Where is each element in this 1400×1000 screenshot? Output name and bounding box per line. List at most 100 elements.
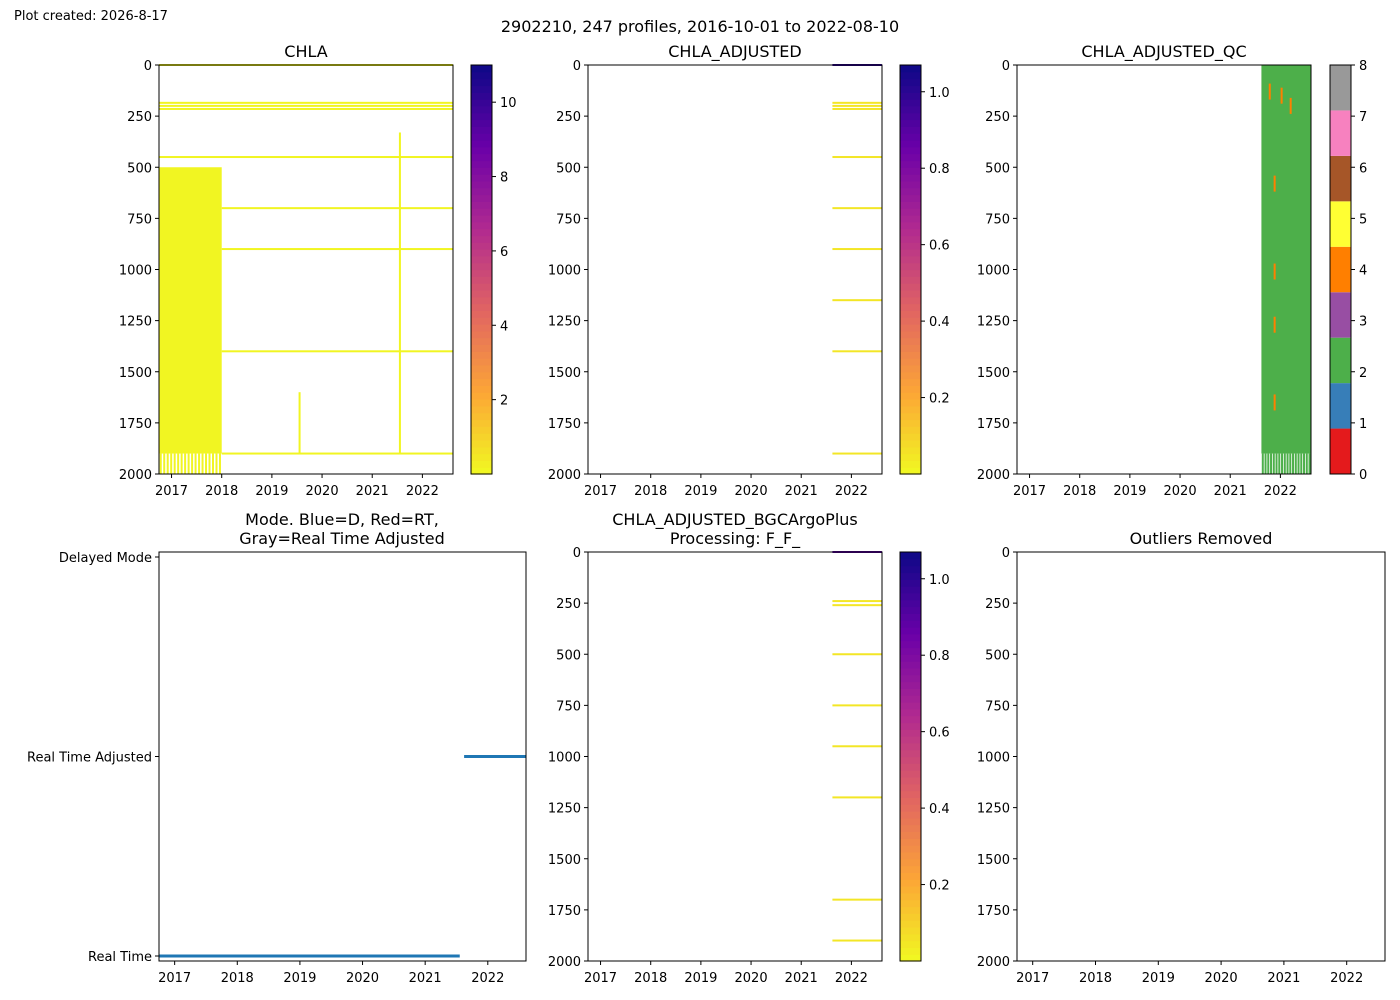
colorbar-tick-label: 8 xyxy=(500,171,508,186)
colorbar-segment xyxy=(900,674,921,683)
colorbar-segment xyxy=(900,688,921,696)
colorbar-segment xyxy=(900,729,921,737)
y-tick-label: 2000 xyxy=(119,468,152,483)
y-tick-label: Delayed Mode xyxy=(59,551,152,566)
x-tick-label: 2021 xyxy=(1214,484,1247,499)
colorbar-segment xyxy=(471,358,492,366)
colorbar-segment xyxy=(900,303,921,311)
colorbar-segment xyxy=(471,453,492,461)
y-tick-label: 2000 xyxy=(548,955,581,970)
colorbar-frame xyxy=(899,64,922,475)
profile-streak xyxy=(170,453,173,474)
depth-layer xyxy=(832,745,882,748)
colorbar-segment xyxy=(471,99,492,107)
profile-streak xyxy=(1264,453,1267,474)
panel-chla-adjusted-bgcargoplus: CHLA_ADJUSTED_BGCArgoPlus Processing: F_… xyxy=(548,510,950,986)
colorbar-segment xyxy=(900,344,921,352)
colorbar: 0 1 2 3 4 5 6 7 8 xyxy=(1329,59,1367,483)
profile-streak xyxy=(208,453,211,474)
colorbar-segment xyxy=(900,262,921,271)
colorbar-segment xyxy=(900,153,921,162)
depth-layer xyxy=(832,600,882,603)
colorbar-segment xyxy=(900,599,921,608)
colorbar-segment xyxy=(471,235,492,243)
colorbar-segment xyxy=(900,865,921,873)
colorbar-segment xyxy=(900,872,921,880)
y-tick-label: 1500 xyxy=(977,366,1010,381)
colorbar-segment xyxy=(471,289,492,298)
y-tick-label: 1000 xyxy=(977,751,1010,766)
y-tick-label: 1250 xyxy=(119,315,152,330)
colorbar-segment xyxy=(900,317,921,325)
x-tick-label: 2019 xyxy=(1142,971,1175,986)
panel-outliers-removed: Outliers Removed 0 250 500 750 1000 1250 1500 1… xyxy=(977,529,1386,986)
colorbar-segment xyxy=(900,940,921,948)
colorbar-segment xyxy=(471,133,492,141)
colorbar-segment xyxy=(471,446,492,455)
profile-streak xyxy=(205,453,208,474)
x-tick-label: 2019 xyxy=(1113,484,1146,499)
colorbar-segment xyxy=(900,146,921,155)
colorbar-segment xyxy=(471,324,492,332)
colorbar-segment xyxy=(471,310,492,318)
y-tick-label: 1750 xyxy=(548,904,581,919)
depth-layer xyxy=(159,107,453,110)
colorbar-segment xyxy=(900,797,921,805)
profile-streak xyxy=(1270,453,1273,474)
y-tick-label: 0 xyxy=(1002,59,1010,74)
colorbar-segment xyxy=(900,824,921,833)
colorbar-segment xyxy=(900,620,921,628)
profile-streak xyxy=(1275,453,1278,474)
colorbar-segment xyxy=(900,446,921,455)
y-tick-label: 250 xyxy=(556,597,581,612)
colorbar-segment xyxy=(900,579,921,587)
x-tick-label: 2022 xyxy=(471,971,504,986)
colorbar-segment xyxy=(900,572,921,580)
colorbar-segment xyxy=(471,255,492,264)
colorbar-segment xyxy=(900,249,921,257)
depth-layer xyxy=(221,248,453,251)
depth-layer xyxy=(159,101,453,104)
depth-layer xyxy=(159,104,453,107)
y-tick-label: 1250 xyxy=(977,315,1010,330)
colorbar-segment xyxy=(900,358,921,366)
x-tick-label: 2018 xyxy=(634,971,667,986)
y-axis: Real Time Real Time Adjusted Delayed Mode xyxy=(27,551,159,965)
colorbar-tick-label: 1.0 xyxy=(929,86,950,101)
y-tick-label: 1500 xyxy=(548,366,581,381)
colorbar-segment xyxy=(471,85,492,93)
y-tick-label: 750 xyxy=(556,699,581,714)
colorbar-segment xyxy=(900,858,921,867)
colorbar-segment xyxy=(900,160,921,168)
x-tick-label: 2021 xyxy=(785,484,818,499)
colorbar-segment xyxy=(471,167,492,175)
colorbar-segment xyxy=(900,433,921,441)
colorbar-segment xyxy=(900,817,921,826)
colorbar-segment xyxy=(900,558,921,567)
colorbar-segment xyxy=(471,385,492,393)
y-tick-label: 0 xyxy=(573,546,581,561)
colorbar-segment xyxy=(1330,337,1351,384)
profile-streak xyxy=(187,453,190,474)
panel-title: Outliers Removed xyxy=(1130,529,1273,548)
colorbar-segment xyxy=(471,405,492,414)
colorbar-segment xyxy=(471,467,492,475)
colorbar-tick-label: 0.6 xyxy=(929,239,950,254)
x-tick-label: 2017 xyxy=(1016,971,1049,986)
x-tick-label: 2021 xyxy=(409,971,442,986)
colorbar: 0.2 0.4 0.6 0.8 1.0 xyxy=(899,64,950,475)
y-tick-label: 250 xyxy=(985,597,1010,612)
colorbar-segment xyxy=(900,879,921,887)
colorbar-segment xyxy=(900,399,921,407)
profile-streak xyxy=(1261,453,1264,474)
colorbar-tick-label: 0 xyxy=(1359,468,1367,483)
colorbar-segment xyxy=(900,667,921,676)
y-tick-label: 0 xyxy=(573,59,581,74)
y-tick-label: 1750 xyxy=(119,417,152,432)
y-tick-label: 1250 xyxy=(548,802,581,817)
panel-title: CHLA_ADJUSTED xyxy=(668,42,801,62)
colorbar-tick-label: 0.4 xyxy=(929,802,950,817)
colorbar-segment xyxy=(900,838,921,846)
x-tick-label: 2021 xyxy=(1267,971,1300,986)
